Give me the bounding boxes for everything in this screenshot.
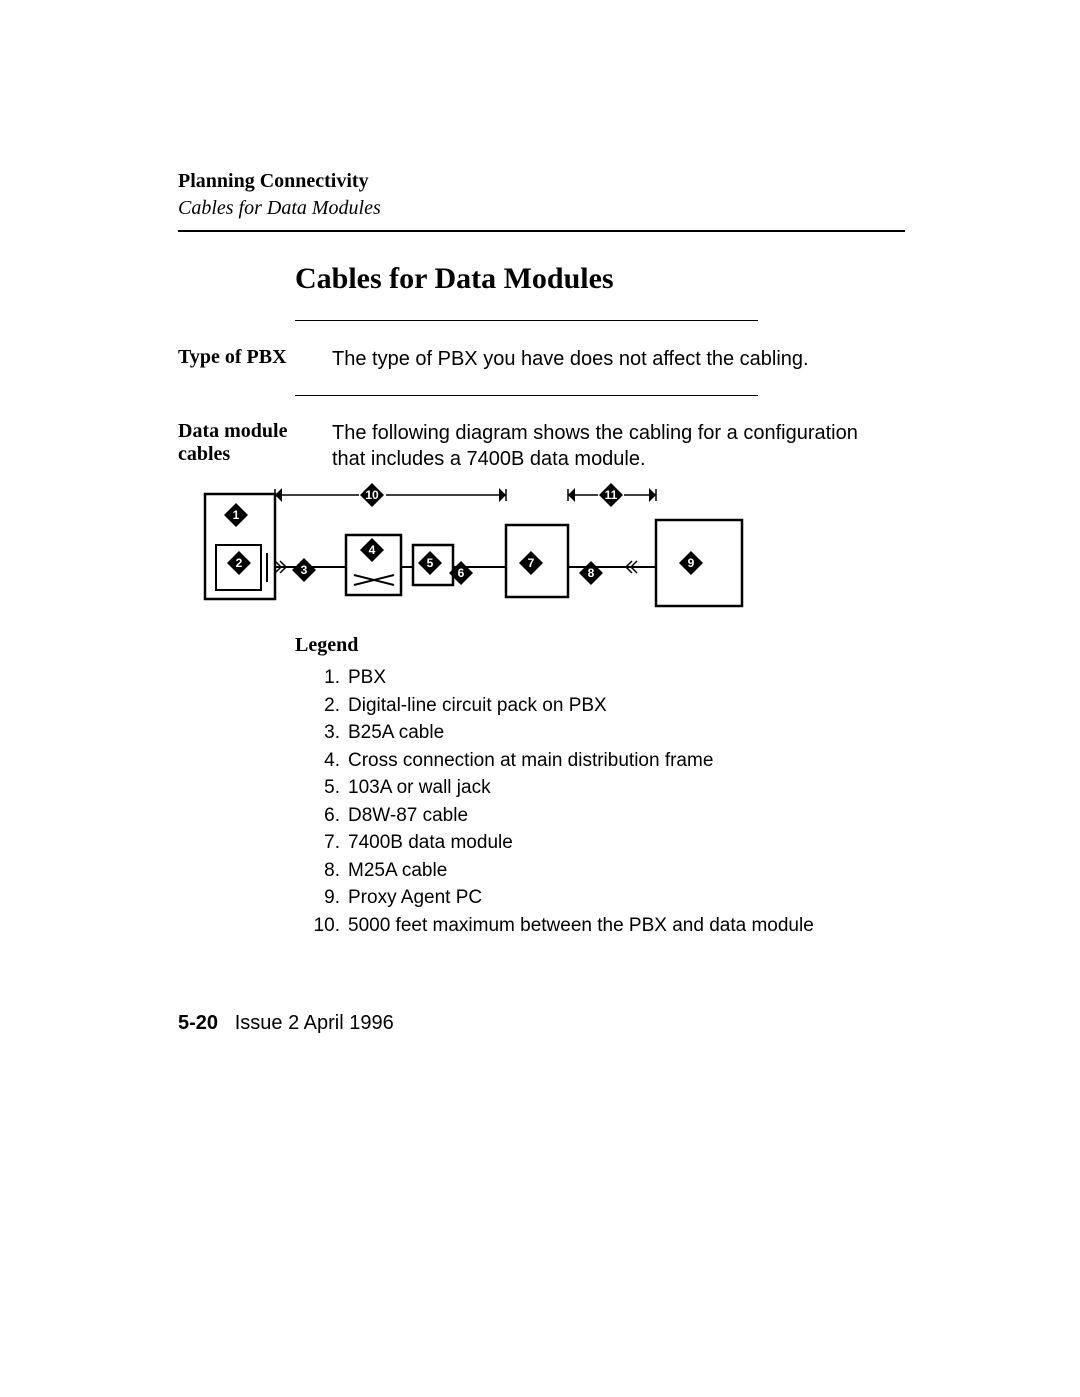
legend-title: Legend (295, 634, 358, 657)
legend-item: 9.Proxy Agent PC (308, 884, 814, 912)
page-number: 5-20 (178, 1012, 218, 1034)
legend-item-text: 7400B data module (348, 829, 513, 857)
issue-text: Issue 2 April 1996 (235, 1012, 394, 1034)
data-module-label-l2: cables (178, 443, 230, 465)
data-module-label-l1: Data module (178, 420, 287, 442)
legend-item-text: M25A cable (348, 857, 447, 885)
svg-text:10: 10 (365, 488, 379, 502)
legend-item: 2.Digital-line circuit pack on PBX (308, 692, 814, 720)
legend-item: 10.5000 feet maximum between the PBX and… (308, 912, 814, 940)
legend-item-text: B25A cable (348, 719, 444, 747)
legend-item-number: 2. (308, 692, 348, 720)
legend-item-text: 103A or wall jack (348, 774, 491, 802)
legend-item: 8.M25A cable (308, 857, 814, 885)
legend-item-text: PBX (348, 664, 386, 692)
legend-item: 5.103A or wall jack (308, 774, 814, 802)
svg-text:11: 11 (605, 488, 618, 502)
legend-item-number: 9. (308, 884, 348, 912)
legend-item-text: Digital-line circuit pack on PBX (348, 692, 607, 720)
legend-item-number: 7. (308, 829, 348, 857)
section-rule (295, 395, 758, 396)
legend-item: 3.B25A cable (308, 719, 814, 747)
section-rule (295, 320, 758, 321)
legend-item-number: 6. (308, 802, 348, 830)
legend-item-text: 5000 feet maximum between the PBX and da… (348, 912, 814, 940)
running-header: Planning Connectivity Cables for Data Mo… (178, 170, 381, 220)
page-footer: 5-20 Issue 2 April 1996 (178, 1012, 394, 1035)
legend-item-text: Proxy Agent PC (348, 884, 482, 912)
legend-item: 4.Cross connection at main distribution … (308, 747, 814, 775)
svg-text:9: 9 (688, 556, 695, 570)
data-module-text: The following diagram shows the cabling … (332, 420, 872, 472)
svg-text:8: 8 (588, 566, 595, 580)
legend-item-number: 3. (308, 719, 348, 747)
pbx-type-label: Type of PBX (178, 346, 328, 369)
header-section: Cables for Data Modules (178, 197, 381, 220)
svg-text:2: 2 (236, 556, 243, 570)
svg-text:7: 7 (528, 556, 535, 570)
legend-item-number: 4. (308, 747, 348, 775)
data-module-label: Data module cables (178, 420, 328, 466)
legend-item-number: 5. (308, 774, 348, 802)
legend-item: 1.PBX (308, 664, 814, 692)
legend-item-text: D8W-87 cable (348, 802, 468, 830)
cabling-diagram: 1 2 3 4 5 6 7 8 9 10 11 (196, 485, 756, 615)
legend-item-number: 8. (308, 857, 348, 885)
header-chapter: Planning Connectivity (178, 170, 381, 193)
document-page: Planning Connectivity Cables for Data Mo… (0, 0, 1080, 1397)
svg-text:1: 1 (233, 508, 240, 522)
legend-item-text: Cross connection at main distribution fr… (348, 747, 713, 775)
svg-text:5: 5 (427, 556, 434, 570)
cabling-diagram-svg: 1 2 3 4 5 6 7 8 9 10 11 (196, 485, 756, 625)
data-module-row: Data module cables The following diagram… (178, 420, 905, 472)
pbx-type-text: The type of PBX you have does not affect… (332, 346, 872, 372)
legend-item: 7.7400B data module (308, 829, 814, 857)
svg-text:3: 3 (301, 563, 308, 577)
header-rule (178, 230, 905, 232)
legend-item: 6.D8W-87 cable (308, 802, 814, 830)
svg-text:6: 6 (458, 566, 465, 580)
legend-list: 1.PBX2.Digital-line circuit pack on PBX3… (308, 664, 814, 939)
legend-item-number: 1. (308, 664, 348, 692)
legend-item-number: 10. (308, 912, 348, 940)
pbx-type-row: Type of PBX The type of PBX you have doe… (178, 346, 905, 372)
svg-text:4: 4 (369, 543, 376, 557)
page-title: Cables for Data Modules (295, 262, 614, 296)
